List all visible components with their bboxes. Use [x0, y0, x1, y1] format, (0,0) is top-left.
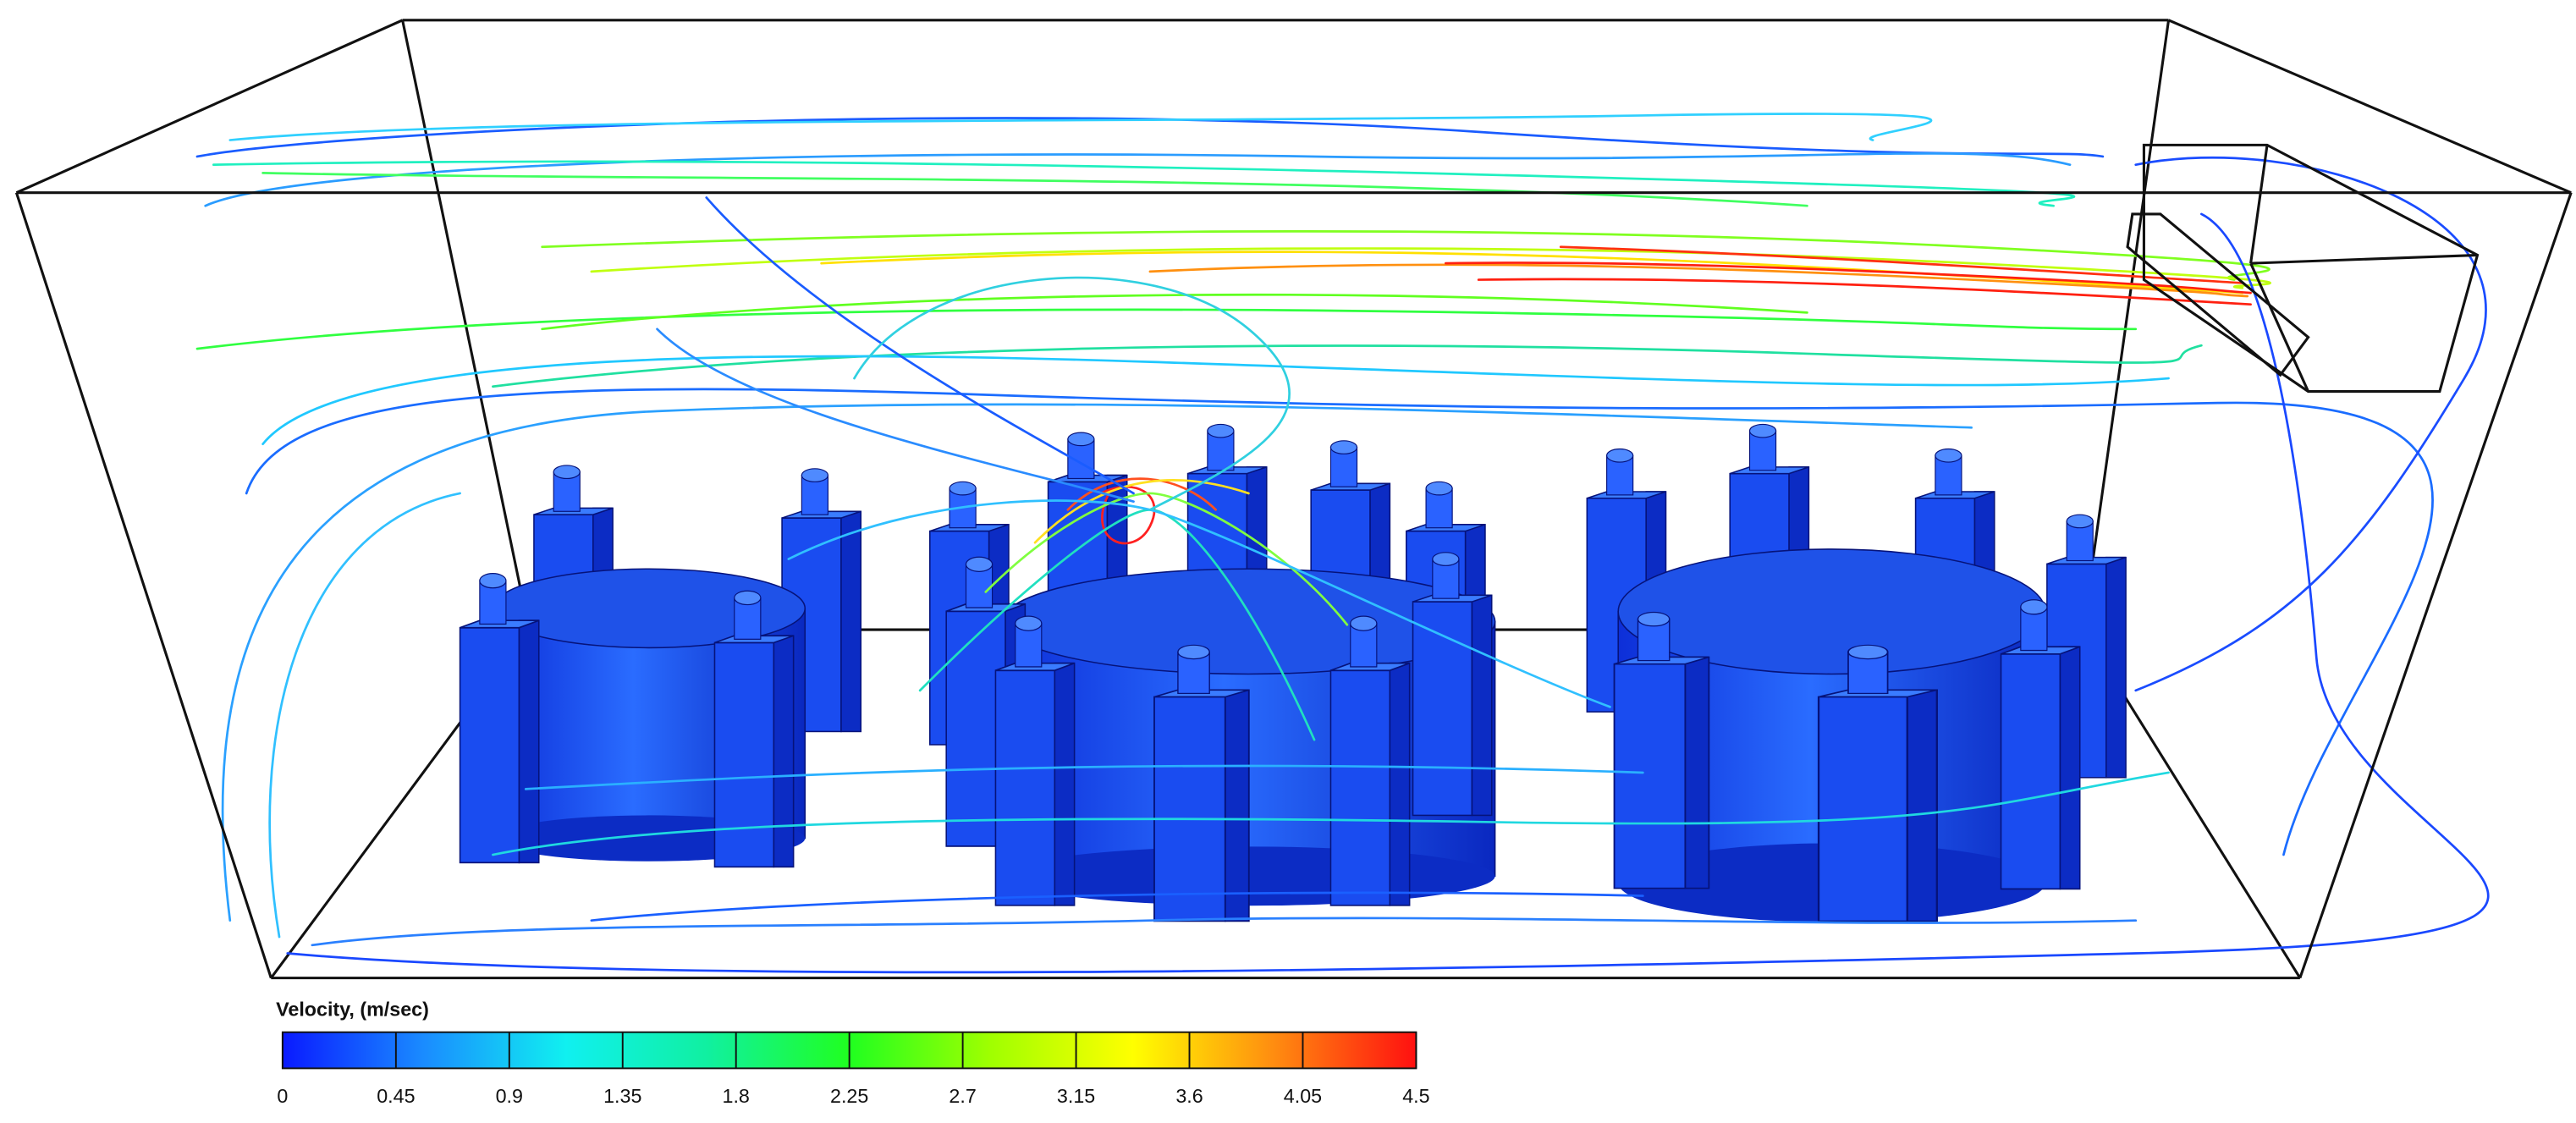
room-front — [14, 191, 2573, 980]
colorbar-tick-label: 2.7 — [949, 1085, 976, 1107]
vent — [2126, 143, 2480, 394]
colorbar-title: Velocity, (m/sec) — [276, 998, 429, 1020]
colorbar-tick-label: 4.05 — [1284, 1085, 1322, 1107]
colorbar-tick-label: 0.9 — [496, 1085, 523, 1107]
colorbar-tick-label: 3.15 — [1057, 1085, 1095, 1107]
colorbar-tick-label: 1.35 — [603, 1085, 641, 1107]
colorbar-tick-label: 0 — [277, 1085, 288, 1107]
colorbar: 0 0.45 0.9 1.35 1.8 2.25 2.7 3.15 3.6 4.05 4.5 — [277, 1031, 1430, 1107]
equipment — [459, 423, 2127, 922]
colorbar-tick-label: 3.6 — [1175, 1085, 1203, 1107]
colorbar-tick-label: 1.8 — [723, 1085, 750, 1107]
colorbar-tick-label: 4.5 — [1402, 1085, 1429, 1107]
colorbar-tick-label: 0.45 — [377, 1085, 415, 1107]
colorbar-tick-label: 2.25 — [830, 1085, 868, 1107]
